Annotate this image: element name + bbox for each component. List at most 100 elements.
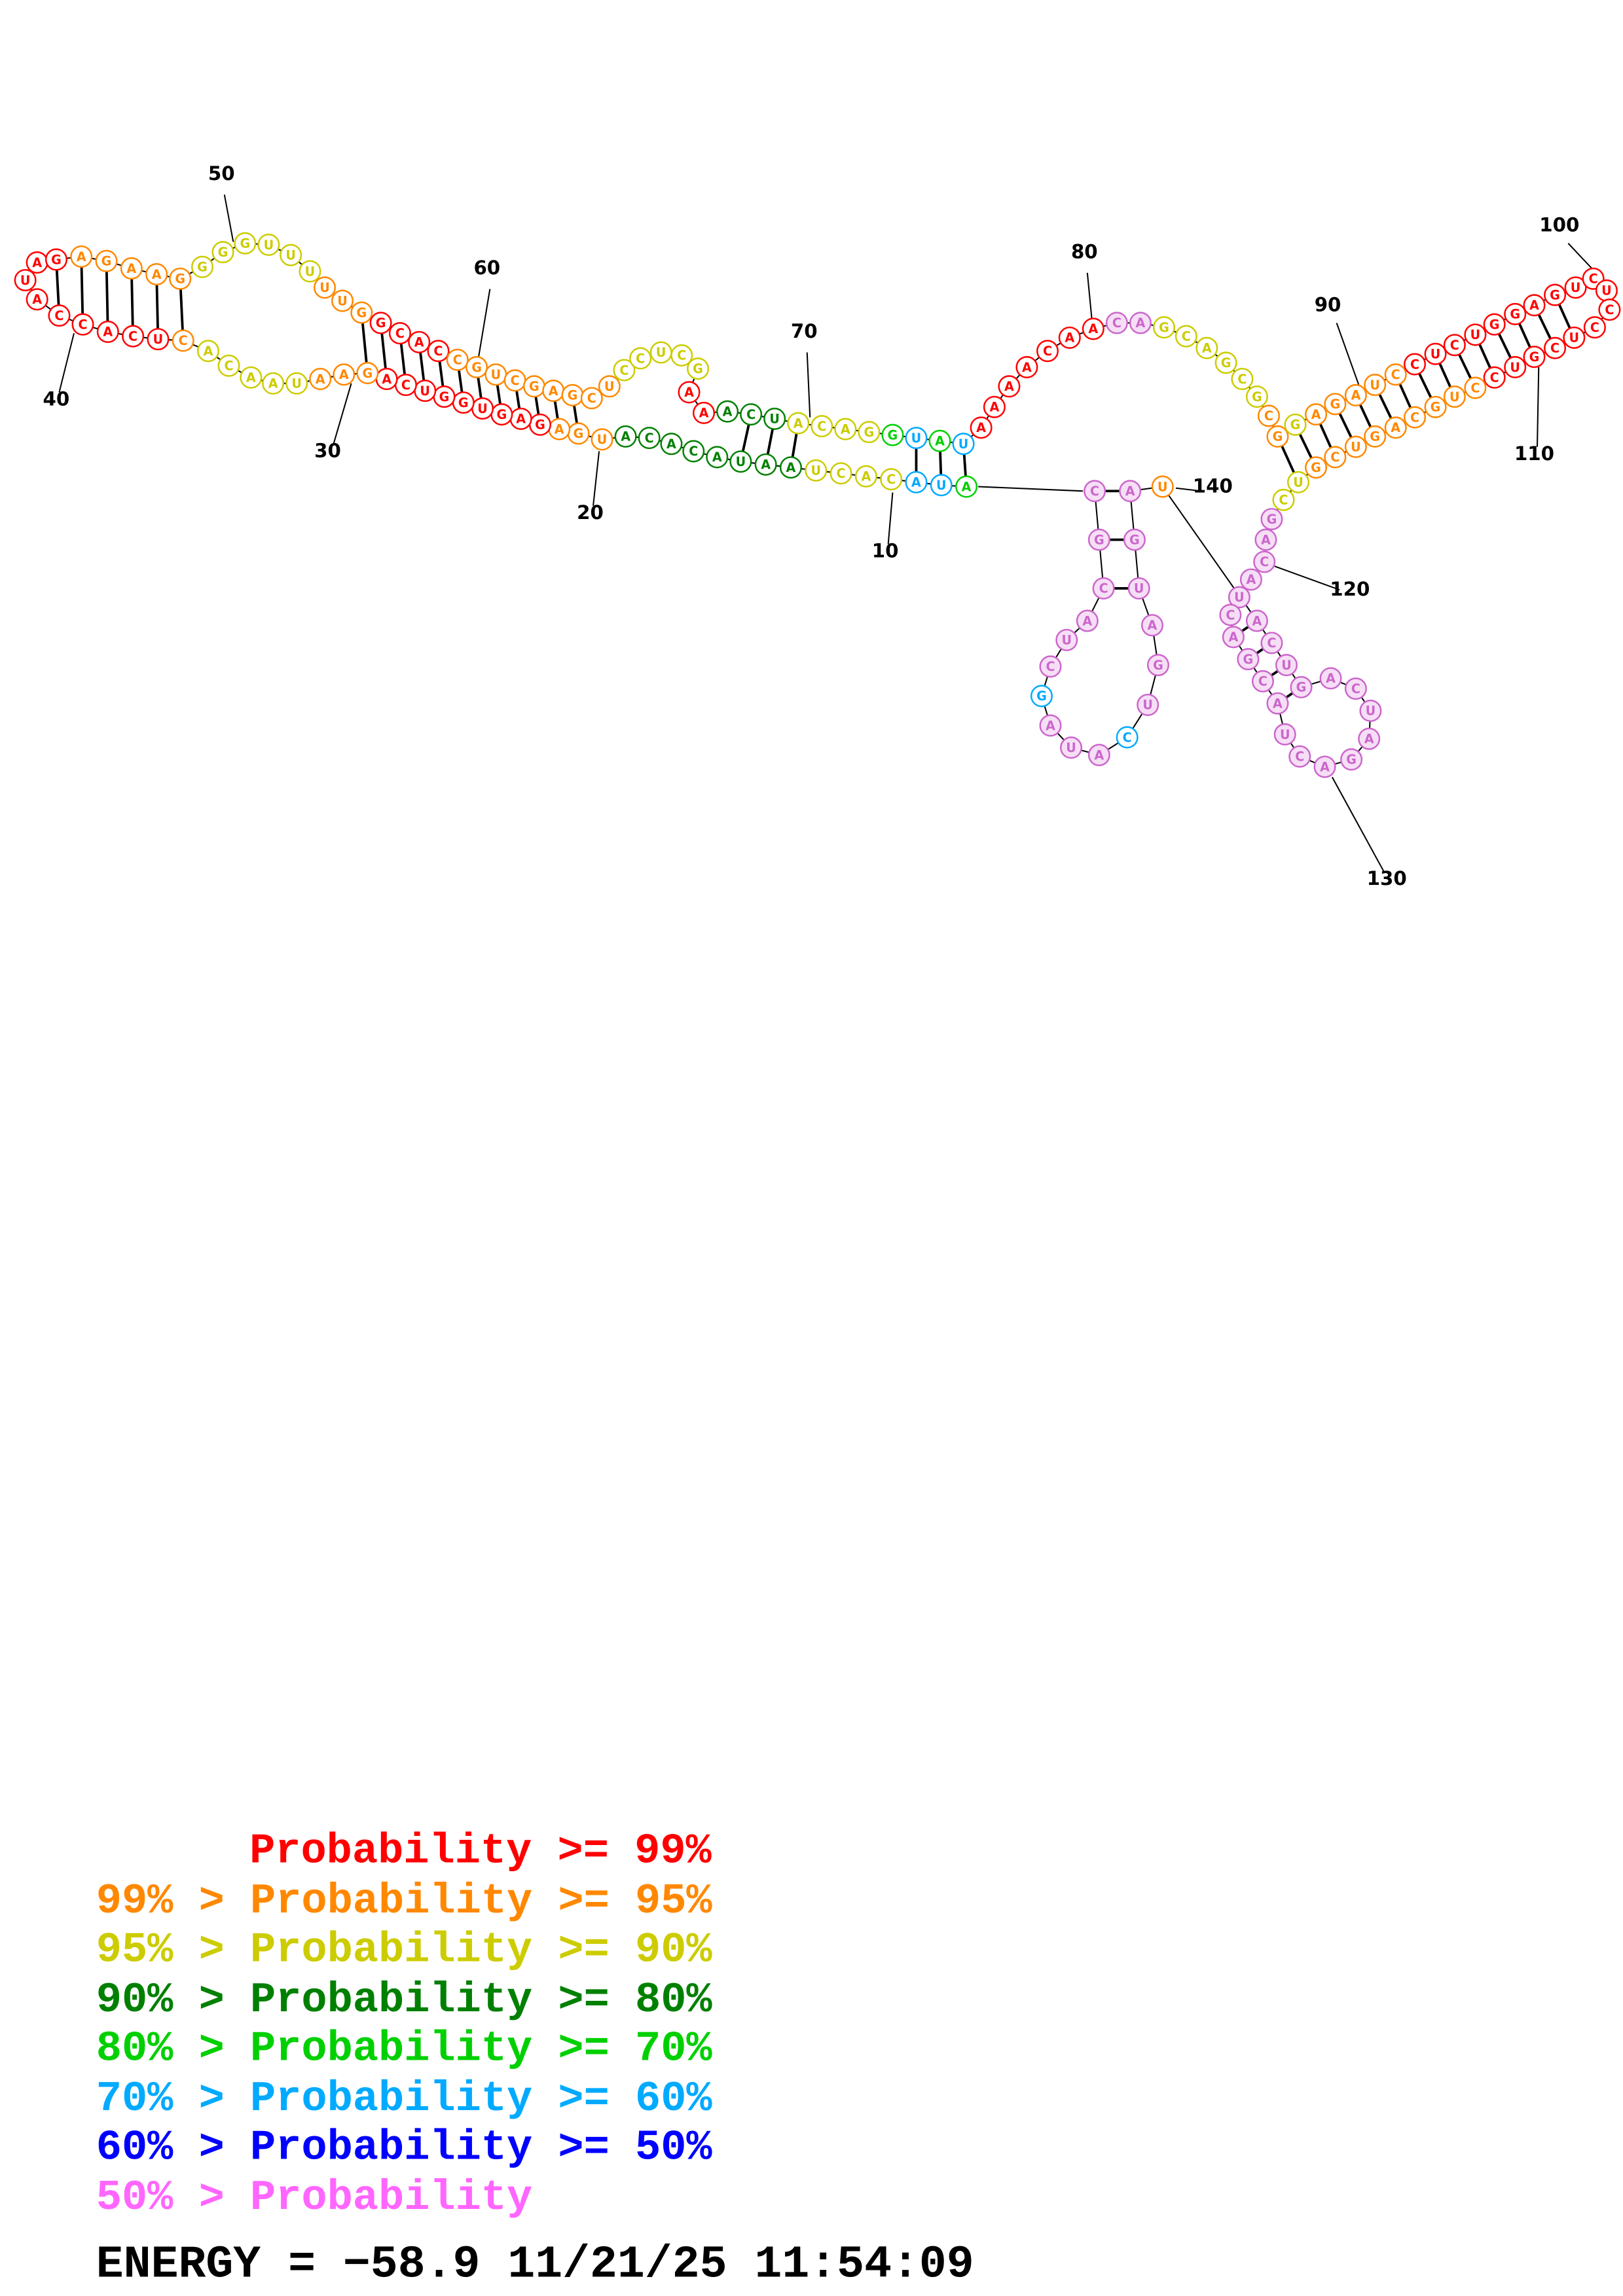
nucleotide-letter: C	[746, 407, 756, 422]
nucleotide-letter: G	[356, 305, 367, 320]
nucleotide-circle	[930, 474, 953, 497]
nucleotide-letter: A	[861, 469, 871, 484]
nucleotide-letter: U	[1158, 479, 1168, 494]
nucleotide-circle	[1105, 312, 1128, 334]
nucleotide-letter: A	[699, 406, 709, 421]
nucleotide-letter: A	[911, 475, 921, 490]
nucleotide-letter: G	[1153, 658, 1163, 673]
nucleotide-letter: U	[337, 293, 348, 308]
nucleotide-letter: C	[817, 419, 826, 434]
nucleotide-letter: C	[1589, 272, 1598, 287]
label-leader-line	[1536, 367, 1540, 447]
nucleotide-letter: G	[1489, 317, 1500, 332]
nucleotide-circle	[408, 331, 431, 353]
position-label: 120	[1330, 578, 1370, 600]
position-label: 130	[1367, 867, 1407, 889]
nucleotide-letter: U	[1510, 360, 1520, 375]
nucleotide-circle	[191, 255, 214, 278]
nucleotide-letter: A	[1391, 420, 1400, 435]
nucleotide-circle	[70, 245, 93, 268]
nucleotide-letter: A	[1125, 484, 1135, 499]
nucleotide-letter: U	[1351, 439, 1361, 454]
nucleotide-letter: A	[1065, 331, 1074, 346]
nucleotide-circle	[1403, 353, 1427, 376]
nucleotide-circle	[1483, 366, 1506, 389]
nucleotide-letter: C	[1090, 484, 1099, 499]
nucleotide-circle	[905, 471, 928, 493]
nucleotide-letter: C	[395, 326, 405, 341]
nucleotide-letter: U	[1280, 727, 1290, 742]
nucleotide-circle	[1544, 336, 1567, 359]
nucleotide-letter: A	[1311, 407, 1321, 422]
nucleotide-letter: G	[1129, 532, 1140, 547]
nucleotide-circle	[754, 453, 777, 476]
nucleotide-letter: U	[1370, 378, 1380, 393]
nucleotide-circle	[830, 462, 852, 485]
nucleotide-circle	[1266, 692, 1289, 715]
nucleotide-letter: A	[555, 422, 564, 437]
nucleotide-letter: C	[1182, 329, 1191, 344]
nucleotide-letter: G	[51, 252, 62, 267]
nucleotide-circle	[952, 433, 975, 456]
probability-legend: Probability >= 99% 99% > Probability >= …	[96, 1827, 713, 2222]
position-label: 70	[791, 320, 818, 342]
nucleotide-circle	[811, 415, 833, 438]
nucleotide-letter: U	[811, 463, 821, 478]
nucleotide-letter: C	[1267, 636, 1276, 651]
nucleotide-circle	[740, 403, 763, 426]
nucleotide-letter: A	[989, 400, 999, 415]
nucleotide-circle	[1140, 614, 1163, 637]
legend-line-80: 90% > Probability >= 80%	[96, 1976, 713, 2024]
nucleotide-circle	[1137, 693, 1159, 716]
nucleotide-letter: C	[1410, 410, 1419, 425]
nucleotide-circle	[1364, 425, 1387, 448]
nucleotide-circle	[465, 355, 488, 379]
nucleotide-circle	[629, 347, 652, 370]
nucleotide-letter: A	[1364, 732, 1374, 747]
nucleotide-circle	[1483, 313, 1506, 336]
nucleotide-letter: G	[574, 426, 584, 441]
nucleotide-circle	[1030, 685, 1053, 708]
nucleotide-letter: U	[477, 401, 488, 416]
nucleotide-circle	[1344, 677, 1367, 700]
nucleotide-letter: C	[1450, 338, 1459, 353]
nucleotide-letter: A	[841, 422, 850, 437]
nucleotide-circle	[1364, 374, 1387, 397]
nucleotide-circle	[1340, 748, 1363, 771]
nucleotide-circle	[1219, 603, 1242, 626]
label-leader-line	[333, 383, 352, 444]
nucleotide-letter: C	[1279, 493, 1288, 508]
legend-line-95: 99% > Probability >= 95%	[96, 1877, 713, 1926]
nucleotide-letter: G	[240, 236, 250, 251]
rna-structure-drawing: 102030405060708090100110120130140AUACACU…	[14, 162, 1621, 889]
nucleotide-circle	[446, 348, 469, 371]
nucleotide-circle	[678, 381, 701, 404]
nucleotide-circle	[1260, 508, 1283, 531]
nucleotide-letter: C	[54, 308, 64, 323]
nucleotide-circle	[1127, 577, 1150, 600]
nucleotide-circle	[1384, 416, 1407, 439]
nucleotide-circle	[1424, 342, 1447, 365]
nucleotide-letter: A	[1136, 315, 1146, 331]
nucleotide-letter: G	[693, 361, 703, 376]
nucleotide-circle	[763, 407, 786, 430]
nucleotide-letter: G	[197, 260, 208, 275]
nucleotide-letter: G	[864, 425, 875, 440]
nucleotide-letter: A	[621, 429, 630, 444]
nucleotide-letter: G	[1330, 397, 1340, 412]
nucleotide-letter: G	[888, 427, 898, 442]
nucleotide-circle	[262, 372, 285, 395]
nucleotide-letter: C	[433, 344, 443, 359]
nucleotide-circle	[95, 249, 118, 272]
nucleotide-circle	[687, 357, 710, 380]
label-leader-line	[1331, 776, 1385, 872]
nucleotide-letter: A	[723, 404, 733, 419]
nucleotide-letter: C	[1490, 370, 1499, 386]
nucleotide-circle	[1275, 654, 1298, 677]
nucleotide-circle	[1195, 336, 1218, 359]
nucleotide-letter: A	[1326, 671, 1336, 686]
nucleotide-letter: G	[1267, 512, 1277, 527]
label-leader-line	[1175, 487, 1201, 492]
nucleotide-circle	[1058, 326, 1081, 349]
